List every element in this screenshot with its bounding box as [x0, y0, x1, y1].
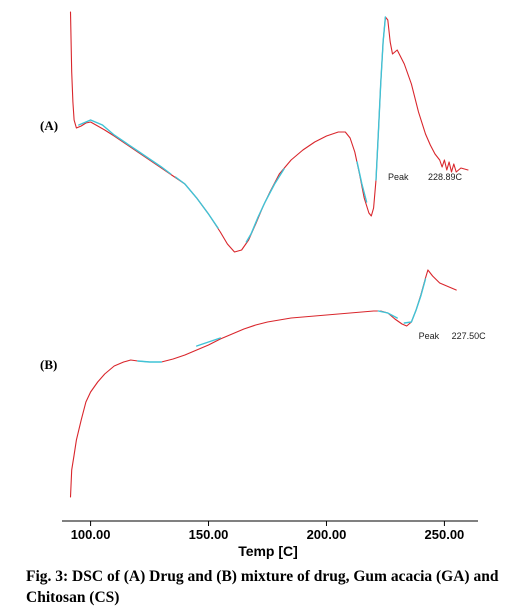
fit-segment-b-1 [137, 360, 163, 363]
x-tick-label-4: 250.00 [425, 527, 465, 542]
dsc-curve-b [69, 269, 457, 498]
fit-segment-a-5 [375, 16, 387, 181]
fit-segment-b-3 [377, 310, 398, 319]
peak-label-b: Peak [419, 331, 440, 341]
fit-segment-a-2 [174, 176, 219, 229]
dsc-curve-a [69, 11, 469, 253]
peak-label-a: Peak [388, 172, 409, 182]
panel-label-a: (A) [40, 118, 58, 133]
x-axis-title: Temp [C] [238, 543, 298, 559]
panel-a: (A) Peak 228.89C [40, 11, 469, 253]
x-axis: 100.00 150.00 200.00 250.00 [62, 520, 478, 542]
fit-segment-b-2 [196, 337, 221, 347]
figure-caption: Fig. 3: DSC of (A) Drug and (B) mixture … [26, 568, 499, 606]
x-tick-label-2: 150.00 [189, 527, 229, 542]
dsc-chart: (A) Peak 228.89C (B) Peak 227.50C 100.00 150.… [40, 11, 487, 559]
x-tick-label-1: 100.00 [71, 527, 111, 542]
fit-segment-a-3 [245, 168, 285, 243]
fit-segment-b-4 [403, 278, 427, 324]
peak-value-a: 228.89C [428, 172, 463, 182]
x-tick-label-3: 200.00 [307, 527, 347, 542]
panel-label-b: (B) [40, 357, 57, 372]
peak-value-b: 227.50C [452, 331, 487, 341]
fit-segment-a-4 [356, 161, 368, 203]
panel-b: (B) Peak 227.50C [40, 269, 487, 498]
fit-segment-a-1 [78, 119, 172, 175]
